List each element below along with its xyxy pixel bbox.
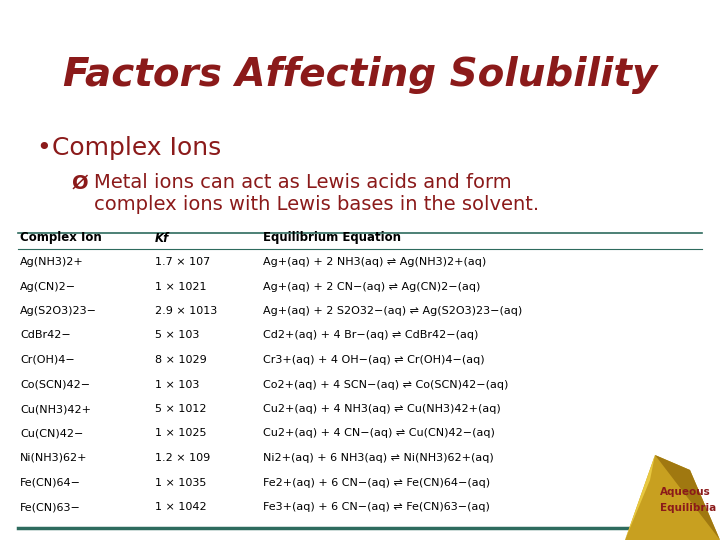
Text: Kf: Kf <box>155 232 169 245</box>
Text: 5 × 1012: 5 × 1012 <box>155 404 207 414</box>
Text: Cr(OH)4−: Cr(OH)4− <box>20 355 75 365</box>
Text: Ag+(aq) + 2 CN−(aq) ⇌ Ag(CN)2−(aq): Ag+(aq) + 2 CN−(aq) ⇌ Ag(CN)2−(aq) <box>263 281 480 292</box>
Text: Ø: Ø <box>72 173 89 192</box>
Text: Metal ions can act as Lewis acids and form: Metal ions can act as Lewis acids and fo… <box>94 173 512 192</box>
Text: Complex Ion: Complex Ion <box>20 232 102 245</box>
Text: Equilibria: Equilibria <box>660 503 716 513</box>
Polygon shape <box>625 455 655 540</box>
Text: 1 × 1035: 1 × 1035 <box>155 477 206 488</box>
Text: Complex Ions: Complex Ions <box>52 136 221 160</box>
Text: Fe(CN)63−: Fe(CN)63− <box>20 502 81 512</box>
Text: Aqueous: Aqueous <box>660 487 711 497</box>
Text: 1 × 103: 1 × 103 <box>155 380 199 389</box>
Text: Ni2+(aq) + 6 NH3(aq) ⇌ Ni(NH3)62+(aq): Ni2+(aq) + 6 NH3(aq) ⇌ Ni(NH3)62+(aq) <box>263 453 493 463</box>
Text: Fe3+(aq) + 6 CN−(aq) ⇌ Fe(CN)63−(aq): Fe3+(aq) + 6 CN−(aq) ⇌ Fe(CN)63−(aq) <box>263 502 490 512</box>
Text: CdBr42−: CdBr42− <box>20 330 71 341</box>
Text: •: • <box>36 136 50 160</box>
Polygon shape <box>655 455 720 540</box>
Text: Fe(CN)64−: Fe(CN)64− <box>20 477 81 488</box>
Text: Ni(NH3)62+: Ni(NH3)62+ <box>20 453 88 463</box>
Text: Ag+(aq) + 2 NH3(aq) ⇌ Ag(NH3)2+(aq): Ag+(aq) + 2 NH3(aq) ⇌ Ag(NH3)2+(aq) <box>263 257 486 267</box>
Text: 1 × 1021: 1 × 1021 <box>155 281 207 292</box>
Text: complex ions with Lewis bases in the solvent.: complex ions with Lewis bases in the sol… <box>94 195 539 214</box>
Text: 1.2 × 109: 1.2 × 109 <box>155 453 210 463</box>
Text: Co2+(aq) + 4 SCN−(aq) ⇌ Co(SCN)42−(aq): Co2+(aq) + 4 SCN−(aq) ⇌ Co(SCN)42−(aq) <box>263 380 508 389</box>
Text: Cu(CN)42−: Cu(CN)42− <box>20 429 84 438</box>
Text: Cu2+(aq) + 4 NH3(aq) ⇌ Cu(NH3)42+(aq): Cu2+(aq) + 4 NH3(aq) ⇌ Cu(NH3)42+(aq) <box>263 404 500 414</box>
Text: 2.9 × 1013: 2.9 × 1013 <box>155 306 217 316</box>
Text: Factors Affecting Solubility: Factors Affecting Solubility <box>63 56 657 94</box>
Polygon shape <box>625 455 720 540</box>
Text: Equilibrium Equation: Equilibrium Equation <box>263 232 401 245</box>
Text: Ag(CN)2−: Ag(CN)2− <box>20 281 76 292</box>
Text: Cr3+(aq) + 4 OH−(aq) ⇌ Cr(OH)4−(aq): Cr3+(aq) + 4 OH−(aq) ⇌ Cr(OH)4−(aq) <box>263 355 485 365</box>
Text: Co(SCN)42−: Co(SCN)42− <box>20 380 90 389</box>
Text: Cu2+(aq) + 4 CN−(aq) ⇌ Cu(CN)42−(aq): Cu2+(aq) + 4 CN−(aq) ⇌ Cu(CN)42−(aq) <box>263 429 495 438</box>
Text: 1 × 1042: 1 × 1042 <box>155 502 207 512</box>
Text: Cu(NH3)42+: Cu(NH3)42+ <box>20 404 91 414</box>
Text: Ag(S2O3)23−: Ag(S2O3)23− <box>20 306 97 316</box>
Text: 1 × 1025: 1 × 1025 <box>155 429 207 438</box>
Text: Cd2+(aq) + 4 Br−(aq) ⇌ CdBr42−(aq): Cd2+(aq) + 4 Br−(aq) ⇌ CdBr42−(aq) <box>263 330 478 341</box>
Text: 1.7 × 107: 1.7 × 107 <box>155 257 210 267</box>
Text: Fe2+(aq) + 6 CN−(aq) ⇌ Fe(CN)64−(aq): Fe2+(aq) + 6 CN−(aq) ⇌ Fe(CN)64−(aq) <box>263 477 490 488</box>
Text: Ag(NH3)2+: Ag(NH3)2+ <box>20 257 84 267</box>
Text: 8 × 1029: 8 × 1029 <box>155 355 207 365</box>
Text: 5 × 103: 5 × 103 <box>155 330 199 341</box>
Text: Ag+(aq) + 2 S2O32−(aq) ⇌ Ag(S2O3)23−(aq): Ag+(aq) + 2 S2O32−(aq) ⇌ Ag(S2O3)23−(aq) <box>263 306 522 316</box>
